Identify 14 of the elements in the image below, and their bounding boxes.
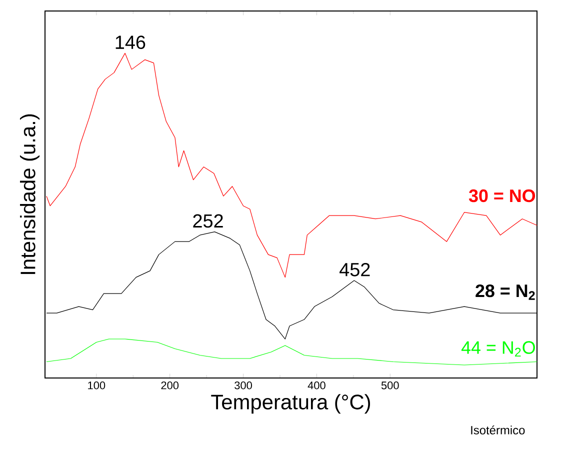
annotation: 452 <box>340 262 370 276</box>
series-label: 30 = NO <box>468 189 536 202</box>
y-axis-title: Intensidade (u.a.) <box>20 114 40 274</box>
x-axis-title: Temperatura (°C) <box>211 394 370 414</box>
x-tick-label: 400 <box>308 382 326 390</box>
x-tick-label: 300 <box>234 382 252 390</box>
annotation: 146 <box>116 36 146 50</box>
text: Isotérmico <box>471 426 525 434</box>
series-label: 44 = N$_{2}$O <box>461 341 535 357</box>
x-tick-label: 100 <box>88 382 106 390</box>
annotation: 252 <box>193 214 223 228</box>
x-tick-label: 500 <box>381 382 399 390</box>
series-label: 28 = N$_{2}$ <box>476 284 535 300</box>
x-tick-label: 200 <box>161 382 179 390</box>
